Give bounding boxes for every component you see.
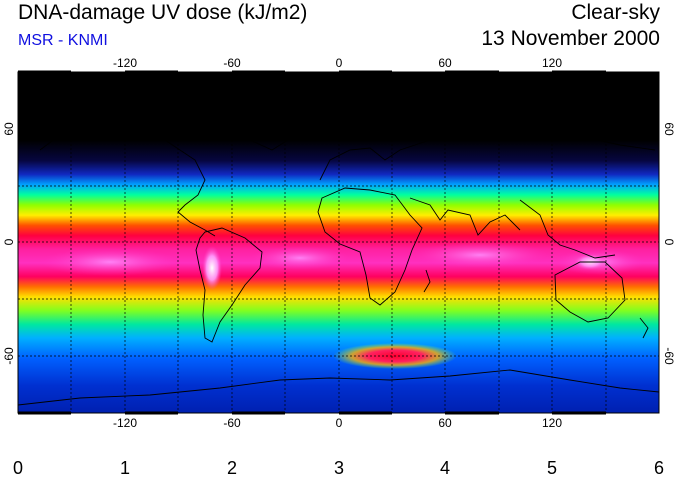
pink-band-atlantic: [250, 246, 350, 270]
andes-uv-maximum: [202, 246, 222, 290]
uv-dose-map: -120 -60 0 60 120 -120 -60 0 60 120 60 0…: [2, 56, 676, 430]
colorbar-label-3: 3: [333, 458, 345, 478]
lat-label-left-2: -60: [2, 347, 16, 365]
lon-label-top-0: -120: [113, 56, 137, 70]
colorbar-label-6: 6: [653, 458, 665, 478]
lon-label-top-4: 120: [542, 56, 562, 70]
lat-label-right-1: 0: [662, 239, 676, 246]
lon-labels-top: -120 -60 0 60 120: [113, 56, 562, 70]
pink-band-indian: [410, 242, 550, 268]
map-title: DNA-damage UV dose (kJ/m2): [18, 1, 308, 24]
lon-label-top-1: -60: [223, 56, 241, 70]
map-frame: [17, 70, 660, 415]
greenland-coast: [244, 111, 301, 151]
lon-label-bottom-0: -120: [113, 416, 137, 430]
europe-asia-coast: [319, 127, 656, 181]
lat-label-right-2: -60: [662, 347, 676, 365]
lat-label-right-0: 60: [662, 122, 676, 136]
data-source-label: MSR - KNMI: [18, 32, 108, 49]
antarctica-coast: [18, 369, 659, 406]
colorbar-label-5: 5: [546, 458, 558, 478]
colorbar-label-2: 2: [226, 458, 238, 478]
new-zealand-coast: [639, 317, 649, 339]
lat-label-left-0: 60: [2, 122, 16, 136]
australia-coast: [554, 261, 626, 323]
coastlines: [18, 111, 659, 406]
madagascar-coast: [423, 269, 431, 293]
lon-label-bottom-2: 0: [336, 416, 343, 430]
date-label: 13 November 2000: [481, 27, 660, 50]
colorbar-label-1: 1: [119, 458, 131, 478]
lon-label-bottom-4: 120: [542, 416, 562, 430]
lat-labels-left: 60 0 -60: [2, 122, 16, 365]
south-america-coast: [195, 227, 263, 343]
lon-label-top-2: 0: [336, 56, 343, 70]
lat-labels-right: 60 0 -60: [662, 122, 676, 365]
colorbar-label-4: 4: [439, 458, 451, 478]
graticule: [18, 72, 659, 413]
africa-coast: [317, 187, 423, 306]
pink-band-pacific: [40, 248, 180, 276]
sky-condition-label: Clear-sky: [571, 1, 660, 24]
lon-label-top-3: 60: [438, 56, 452, 70]
colorbar-label-0: 0: [12, 458, 24, 478]
arabia-india-coast: [409, 197, 521, 236]
north-america-coast: [39, 127, 216, 237]
lon-label-bottom-1: -60: [223, 416, 241, 430]
lon-label-bottom-3: 60: [438, 416, 452, 430]
lon-labels-bottom: -120 -60 0 60 120: [113, 416, 562, 430]
southeast-asia-coast: [519, 199, 616, 259]
lat-label-left-1: 0: [2, 238, 16, 245]
